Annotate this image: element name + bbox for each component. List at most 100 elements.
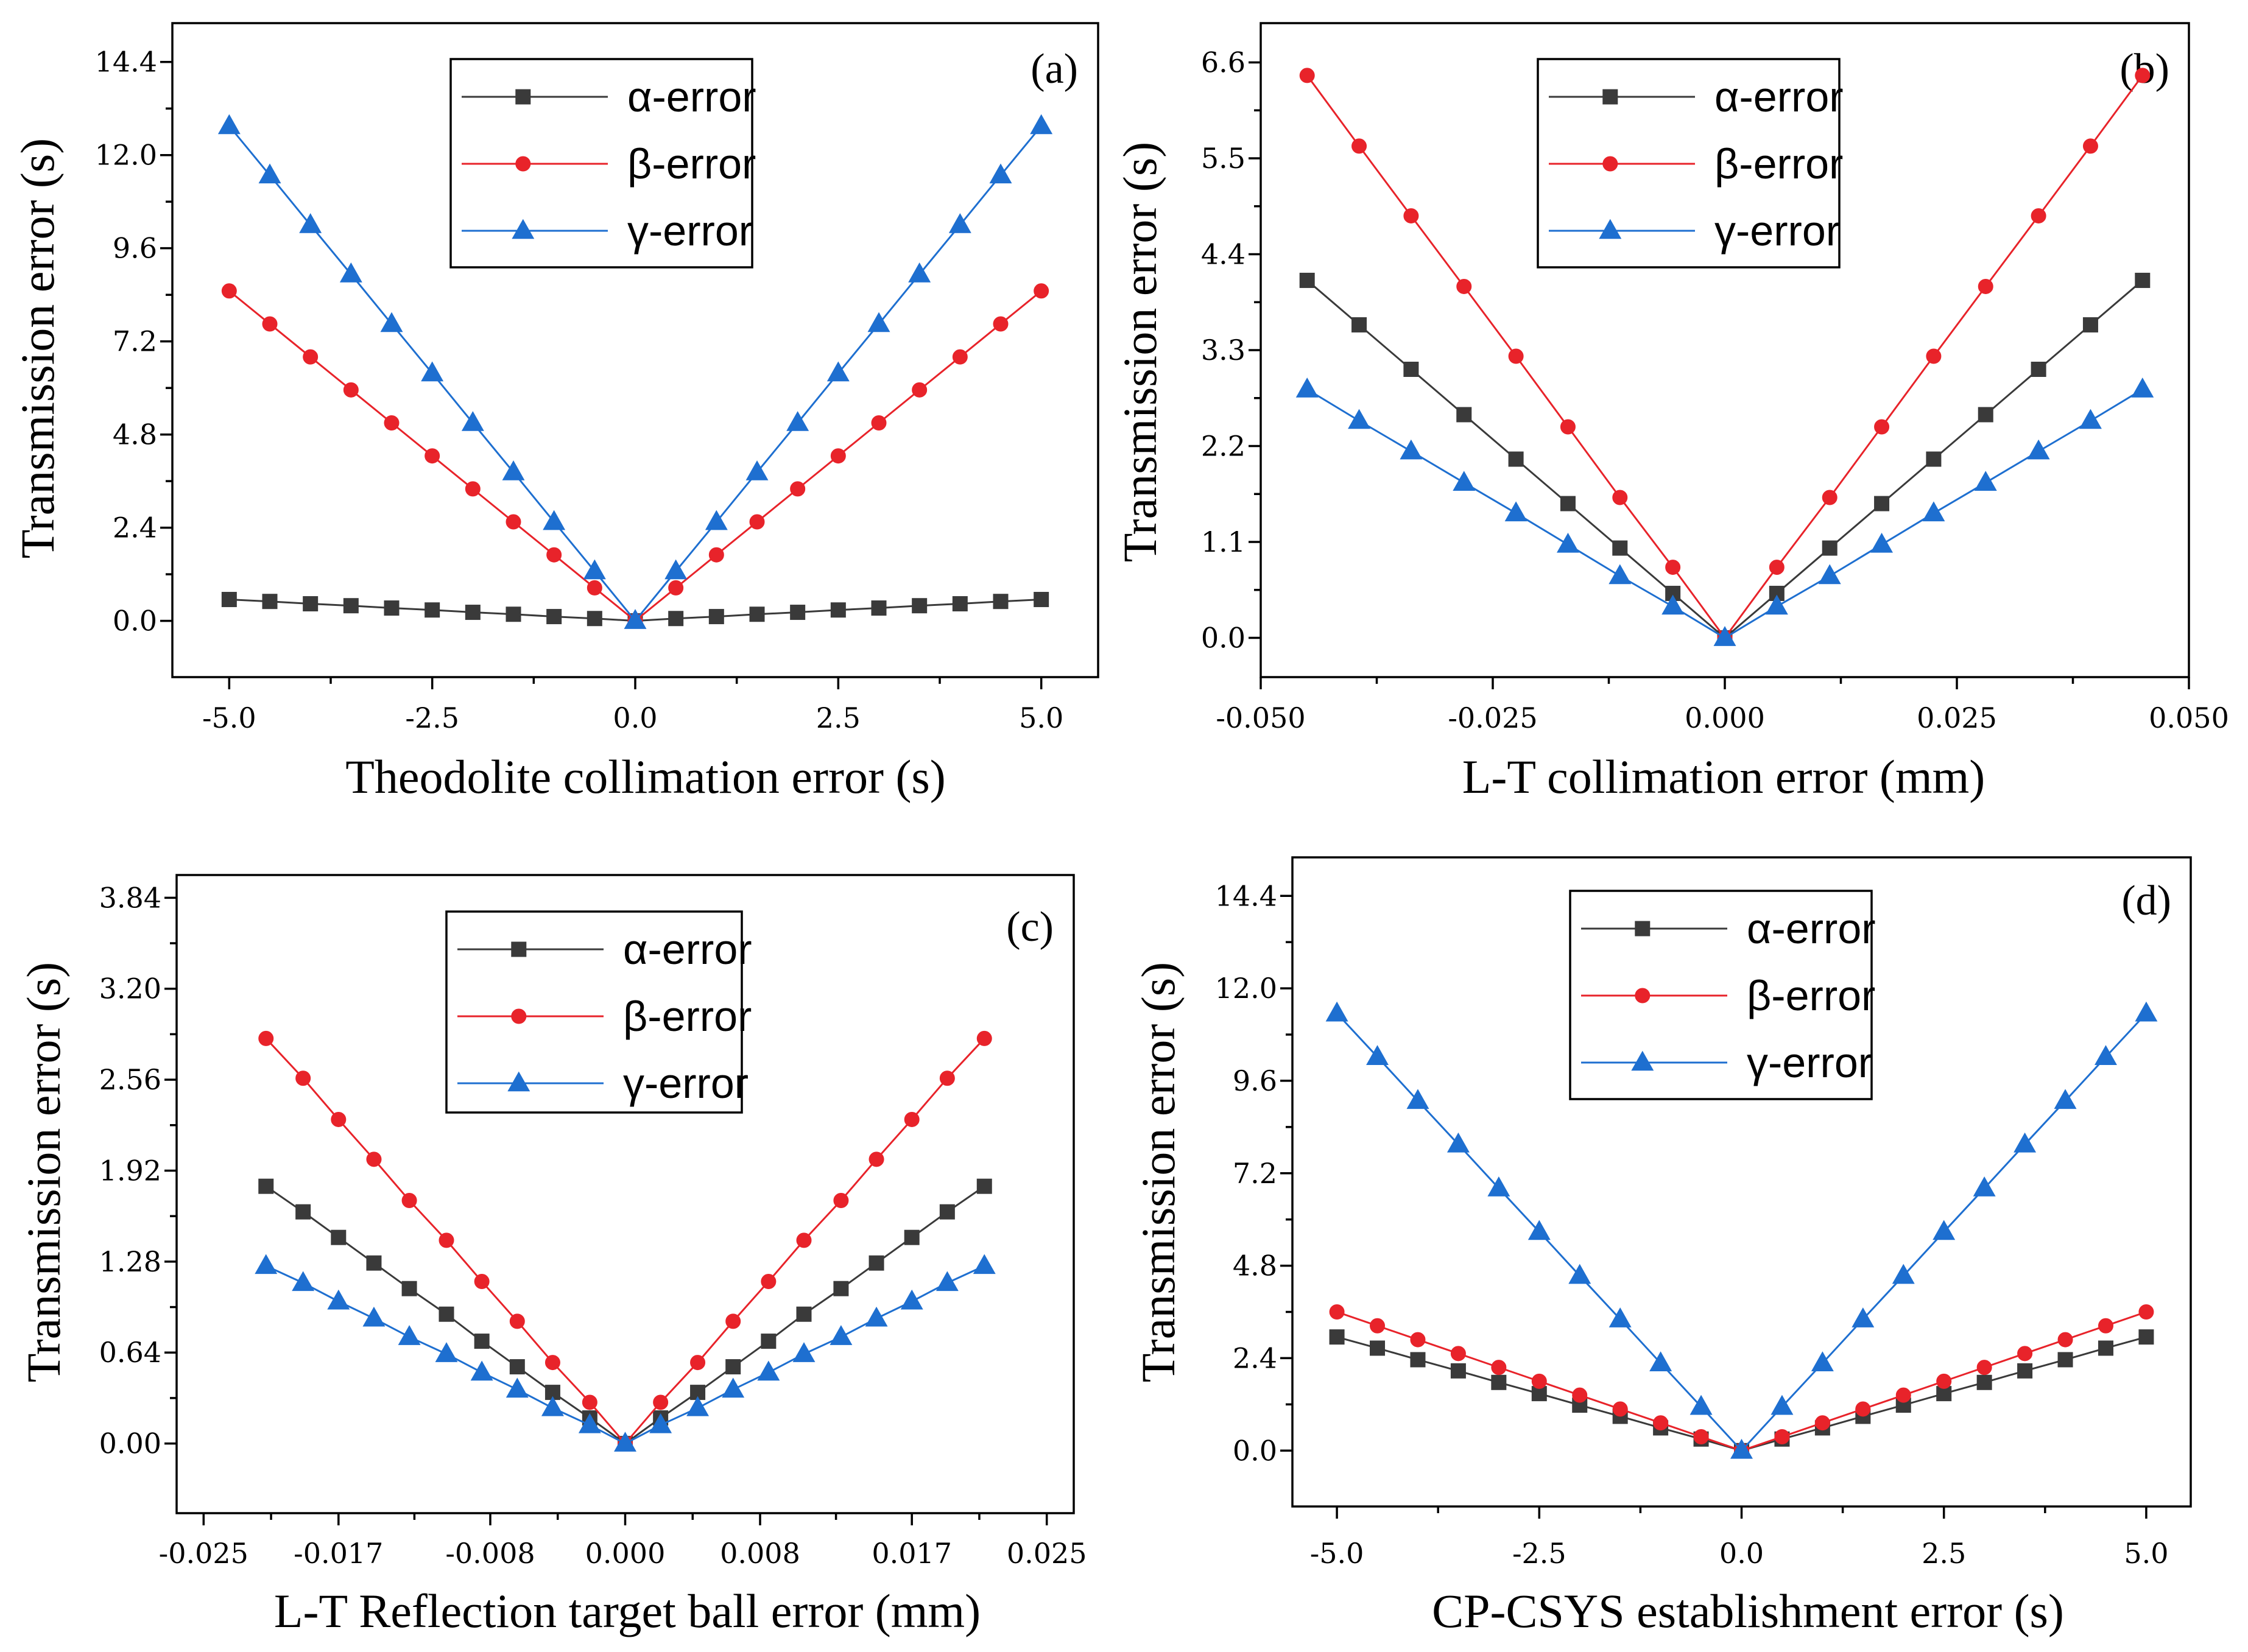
- data-point: [664, 559, 688, 580]
- legend-box: [445, 910, 743, 1114]
- data-point: [2138, 1329, 2154, 1345]
- x-tick-label: 5.0: [1019, 701, 1063, 734]
- data-point: [1855, 1401, 1871, 1417]
- data-point: [461, 411, 484, 431]
- y-tick-label: 9.6: [113, 232, 157, 265]
- y-tick-label: 12.0: [95, 139, 157, 172]
- legend-marker: [515, 156, 531, 172]
- data-point: [2098, 1340, 2113, 1356]
- data-point: [1491, 1360, 1507, 1376]
- legend-marker: [512, 219, 535, 239]
- data-point: [1508, 348, 1524, 364]
- data-point: [1572, 1387, 1588, 1403]
- chart-panel-a: -5.0 -2.5 0.0 2.5 5.0 0.0 2.4 4.8 7.2 9.6 12.0 14.4…: [11, 22, 1099, 803]
- data-point: [830, 1325, 853, 1345]
- data-point: [474, 1274, 490, 1290]
- data-point: [1926, 451, 1942, 467]
- data-point: [989, 163, 1012, 184]
- data-point: [1403, 362, 1419, 378]
- data-point: [833, 1193, 849, 1209]
- data-point: [952, 349, 968, 365]
- data-point: [1892, 1264, 1915, 1284]
- data-point: [292, 1271, 315, 1292]
- data-point: [1403, 208, 1419, 223]
- data-point: [295, 1204, 311, 1220]
- y-tick-label: 4.4: [1201, 237, 1246, 270]
- legend: α-error β-error γ-error: [1537, 58, 1844, 269]
- data-point: [1508, 451, 1524, 467]
- data-point: [1370, 1318, 1386, 1334]
- data-point: [1649, 1351, 1672, 1371]
- data-point: [339, 262, 362, 283]
- data-point: [796, 1232, 812, 1248]
- data-point: [1560, 496, 1576, 511]
- data-point: [401, 1281, 417, 1296]
- data-point: [583, 559, 606, 580]
- data-point: [1936, 1373, 1952, 1389]
- data-point: [1366, 1045, 1389, 1066]
- legend: α-error β-error γ-error: [445, 910, 752, 1114]
- legend-label: β-error: [1747, 972, 1875, 1019]
- data-point: [303, 349, 319, 365]
- panel-label: (a): [1031, 46, 1078, 93]
- data-point: [1874, 419, 1890, 435]
- series-alpha: [221, 592, 1049, 629]
- data-point: [425, 602, 440, 618]
- data-point: [1665, 560, 1681, 575]
- data-point: [1351, 317, 1367, 332]
- data-point: [904, 1111, 920, 1127]
- data-point: [546, 547, 562, 563]
- data-point: [2082, 317, 2098, 332]
- data-point: [912, 382, 928, 398]
- y-tick-label: 1.1: [1201, 525, 1246, 558]
- data-point: [900, 1289, 923, 1310]
- data-point: [939, 1070, 955, 1086]
- legend-label: γ-error: [1714, 207, 1840, 255]
- panel-label: (d): [2121, 877, 2171, 924]
- data-point: [973, 1254, 996, 1274]
- data-point: [1978, 407, 1993, 423]
- y-tick-label: 5.5: [1201, 142, 1246, 175]
- data-point: [1531, 1373, 1547, 1389]
- y-tick-label: 7.2: [1233, 1157, 1277, 1190]
- data-point: [871, 415, 887, 431]
- data-point: [867, 312, 890, 332]
- data-point: [509, 1359, 525, 1375]
- data-point: [1030, 114, 1053, 135]
- data-point: [578, 1413, 601, 1433]
- legend-marker: [511, 941, 527, 957]
- data-point: [2017, 1346, 2033, 1362]
- data-point: [303, 596, 319, 612]
- data-point: [1568, 1264, 1591, 1284]
- series-line: [266, 1265, 985, 1445]
- series-line: [1336, 1311, 2147, 1452]
- data-point: [1661, 594, 1685, 615]
- data-point: [1456, 278, 1472, 294]
- data-point: [217, 114, 241, 135]
- y-axis-title: Transmission error (s): [1113, 142, 1166, 562]
- legend-label: γ-error: [623, 1060, 749, 1107]
- data-point: [1822, 490, 1838, 505]
- data-point: [1351, 138, 1367, 154]
- y-tick-label: 3.20: [99, 972, 161, 1005]
- data-point: [1329, 1329, 1345, 1345]
- data-point: [2079, 409, 2102, 429]
- y-tick-label: 7.2: [113, 325, 157, 358]
- data-point: [869, 1151, 884, 1167]
- data-point: [2031, 362, 2046, 378]
- legend-label: α-error: [627, 73, 756, 121]
- data-point: [474, 1334, 490, 1349]
- data-point: [725, 1313, 741, 1329]
- data-point: [1487, 1176, 1510, 1197]
- data-point: [1774, 1429, 1790, 1444]
- data-point: [384, 415, 400, 431]
- data-point: [761, 1274, 777, 1290]
- legend: α-error β-error γ-error: [449, 58, 756, 269]
- data-point: [935, 1271, 959, 1292]
- legend: α-error β-error γ-error: [1569, 890, 1876, 1100]
- data-point: [1556, 532, 1579, 553]
- data-point: [262, 316, 278, 332]
- data-point: [2135, 272, 2151, 288]
- data-point: [1299, 68, 1315, 83]
- data-point: [1295, 378, 1319, 398]
